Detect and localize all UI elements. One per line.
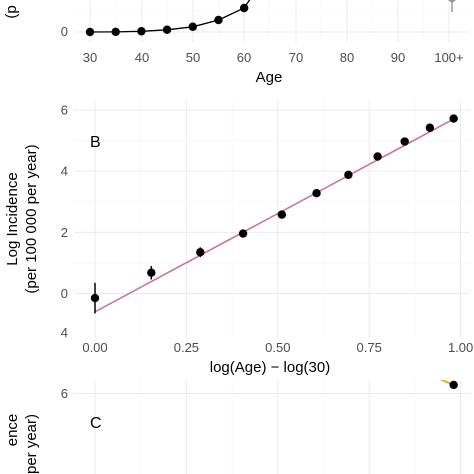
- panel-a-grid: [74, 0, 470, 42]
- panel-c-plot: [322, 323, 458, 390]
- panel-b-y-ticks: 0 2 4 6: [61, 103, 68, 301]
- panel-a-x-tick-label: 80: [340, 50, 354, 65]
- panel-b-point: [277, 210, 287, 219]
- panel-b-x-axis-title: log(Age) − log(30): [210, 359, 330, 376]
- panel-a-point: [137, 27, 146, 36]
- panel-b-point: [196, 248, 205, 257]
- panel-c-point: [449, 380, 458, 390]
- panel-b-point: [238, 229, 248, 238]
- panel-a-plot: [85, 0, 456, 37]
- panel-b-y-tick-label: 2: [61, 225, 68, 240]
- panel-b-point: [312, 188, 321, 198]
- panel-b-point: [90, 293, 100, 303]
- panel-c-point: [400, 358, 408, 366]
- panel-a-fit-line: [89, 0, 251, 33]
- panel-a-point: [214, 15, 223, 25]
- panel-a-point: [111, 27, 120, 37]
- panel-a: 0 30 40 50 60 70 80 90 100+ Age (p: [3, 0, 470, 86]
- panel-c-grid: [74, 380, 470, 474]
- panel-b-x-tick-label: 0.25: [174, 340, 199, 355]
- panel-c-label: C: [90, 415, 102, 432]
- panel-c-dashed-line: [322, 323, 454, 363]
- panel-a-x-tick-label: 100+: [434, 50, 463, 65]
- panel-b-x-tick-label: 0.00: [82, 340, 107, 355]
- panel-a-x-tick-label: 70: [289, 50, 303, 65]
- panel-a-point: [162, 25, 172, 34]
- panel-c-point: [426, 372, 434, 380]
- panel-a-x-ticks: 30 40 50 60 70 80 90 100+: [83, 50, 464, 65]
- panel-a-x-tick-label: 60: [237, 50, 251, 65]
- panel-b-point: [147, 268, 156, 277]
- panel-b-point: [344, 170, 353, 180]
- panel-b-plot: [90, 114, 458, 314]
- panel-b-x-tick-label: 1.00: [448, 340, 473, 355]
- panel-a-point: [188, 22, 197, 31]
- panel-c: C 46 ence per year): [4, 323, 470, 474]
- panel-a-x-tick-label: 50: [186, 50, 200, 65]
- panel-b-y-tick-label: 0: [61, 286, 68, 301]
- panel-a-x-axis-title: Age: [256, 69, 283, 86]
- panel-a-y-tick-0: 0: [61, 24, 68, 39]
- panel-a-x-tick-label: 40: [135, 50, 149, 65]
- panel-a-point: [85, 27, 95, 37]
- panel-c-y-axis-title-fragment-1: ence: [4, 414, 21, 447]
- panel-b-point: [449, 114, 458, 123]
- panel-b-x-tick-label: 0.50: [265, 340, 290, 355]
- panel-b-y-tick-label: 4: [61, 164, 68, 179]
- panel-c-y-tick-label: 6: [61, 386, 68, 401]
- panel-b-point: [373, 152, 382, 161]
- panel-b-x-tick-label: 0.75: [357, 340, 382, 355]
- panel-a-y-axis-title-fragment: (p: [3, 5, 20, 18]
- panel-a-x-tick-label: 30: [83, 50, 97, 65]
- panel-c-y-axis-title-fragment-2: per year): [23, 414, 40, 474]
- panel-b-x-ticks: 0.000.250.500.751.001.25: [82, 340, 473, 355]
- panel-b-grid: [74, 100, 470, 338]
- panel-b-point: [425, 123, 435, 132]
- panel-b-y-axis-title-line1: Log Incidence: [4, 172, 21, 265]
- panel-b-y-axis-title-line2: (per 100 000 per year): [23, 144, 40, 293]
- panel-c-y-tick-label: 4: [61, 325, 68, 340]
- panel-a-point: [240, 3, 249, 13]
- panel-b-point: [400, 137, 409, 146]
- panel-b-label: B: [90, 134, 101, 151]
- panel-b-y-tick-label: 6: [61, 103, 68, 118]
- panel-b-fit-line: [94, 118, 454, 313]
- panel-c-y-ticks: 46: [61, 325, 68, 401]
- panel-a-x-tick-label: 90: [391, 50, 405, 65]
